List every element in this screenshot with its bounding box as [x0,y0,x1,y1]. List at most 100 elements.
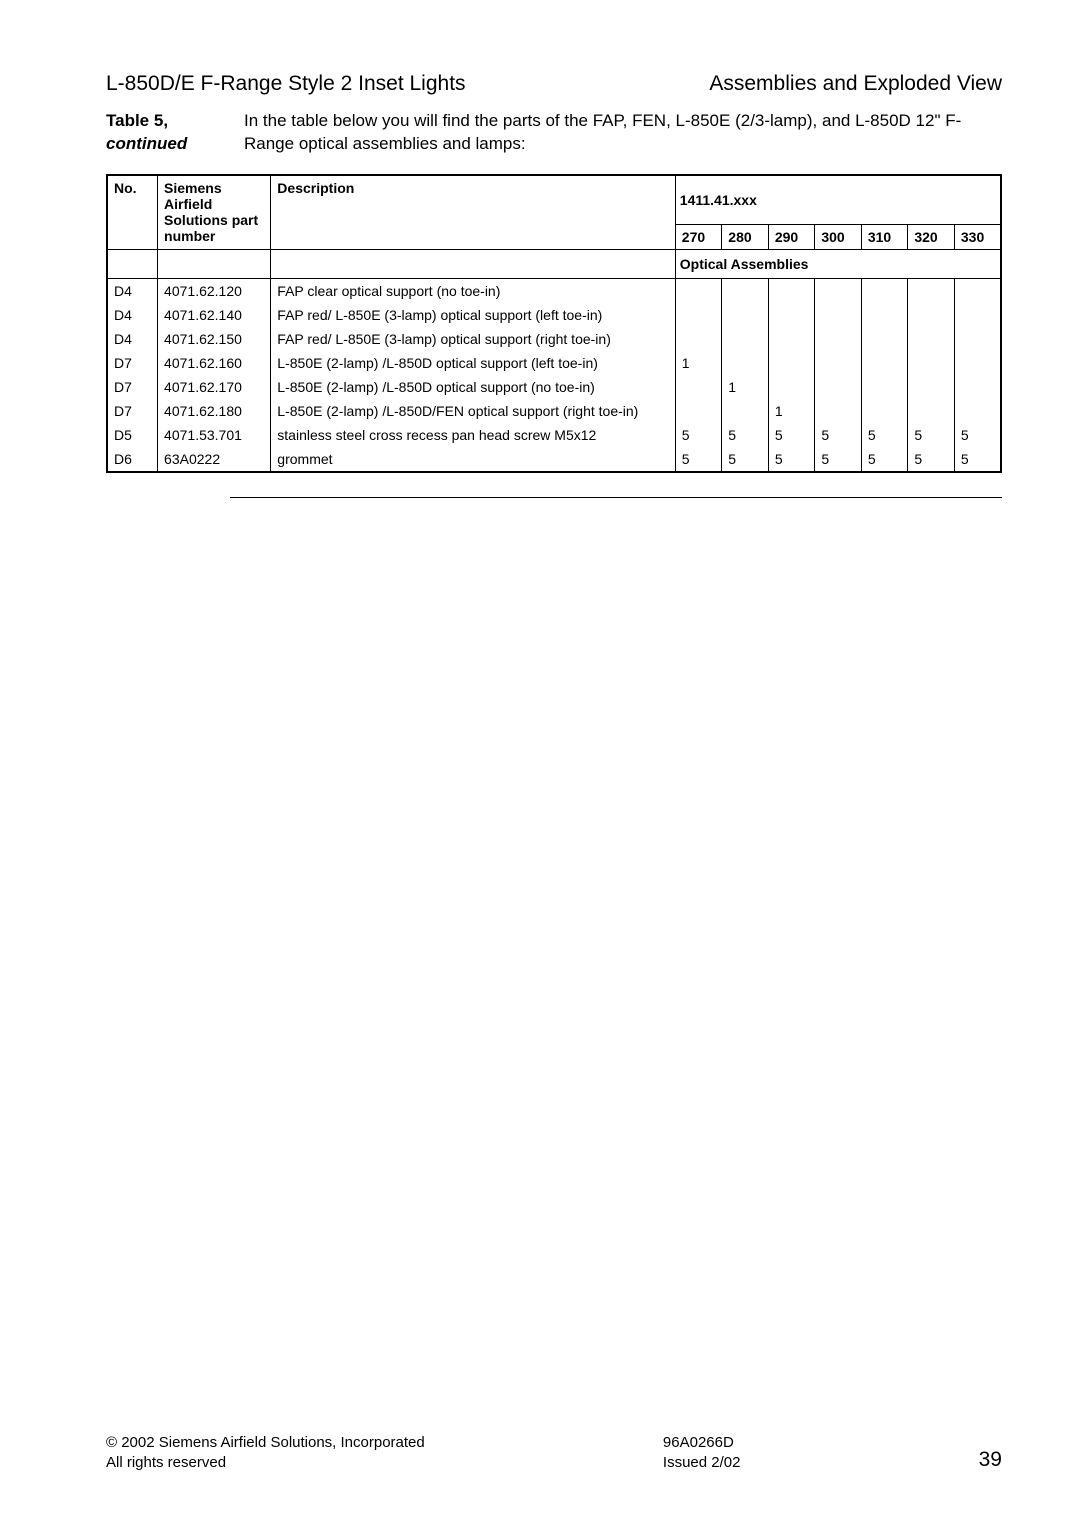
cell-no: D4 [107,303,158,327]
cell-qty [954,399,1001,423]
cell-qty [908,351,955,375]
cell-qty [954,303,1001,327]
cell-qty: 5 [954,447,1001,472]
cell-qty [675,399,722,423]
cell-qty: 1 [722,375,769,399]
cell-part-number: 4071.62.120 [158,278,271,303]
footer-rights: All rights reserved [106,1454,226,1471]
footer-middle: 96A0266D Issued 2/02 [663,1433,741,1472]
cell-qty [768,375,815,399]
cell-qty: 5 [675,423,722,447]
cell-description: FAP clear optical support (no toe-in) [271,278,675,303]
table-label: Table 5, continued [106,110,216,156]
cell-qty [861,327,908,351]
cell-qty [861,351,908,375]
cell-qty: 1 [675,351,722,375]
section-optical-assemblies: Optical Assemblies [675,249,1001,278]
cell-description: stainless steel cross recess pan head sc… [271,423,675,447]
cell-part-number: 4071.62.180 [158,399,271,423]
cell-qty [768,327,815,351]
cell-qty: 5 [722,447,769,472]
col-300: 300 [815,224,862,249]
cell-qty [861,375,908,399]
cell-no: D6 [107,447,158,472]
cell-qty [954,375,1001,399]
cell-description: L-850E (2-lamp) /L-850D optical support … [271,375,675,399]
cell-description: L-850E (2-lamp) /L-850D optical support … [271,351,675,375]
page-footer: © 2002 Siemens Airfield Solutions, Incor… [106,1433,1002,1472]
cell-qty: 5 [675,447,722,472]
table-row: D54071.53.701stainless steel cross reces… [107,423,1001,447]
cell-qty: 5 [768,423,815,447]
col-310: 310 [861,224,908,249]
footer-page-number: 39 [979,1448,1002,1472]
cell-qty [815,327,862,351]
cell-qty [675,327,722,351]
table-intro: Table 5, continued In the table below yo… [106,110,1002,156]
table-number: Table 5, [106,111,168,130]
col-desc-header: Description [271,175,675,250]
cell-no: D7 [107,351,158,375]
cell-qty: 5 [768,447,815,472]
table-row: D663A0222grommet5555555 [107,447,1001,472]
cell-part-number: 4071.62.170 [158,375,271,399]
cell-qty [722,327,769,351]
cell-no: D7 [107,375,158,399]
cell-qty: 5 [954,423,1001,447]
cell-qty [861,399,908,423]
col-no-header: No. [107,175,158,250]
table-row: D74071.62.170L-850E (2-lamp) /L-850D opt… [107,375,1001,399]
table-caption: In the table below you will find the par… [244,110,1002,156]
cell-qty: 5 [861,447,908,472]
cell-qty [722,399,769,423]
cell-no: D4 [107,278,158,303]
parts-table: No. Siemens Airfield Solutions part numb… [106,174,1002,473]
cell-qty [908,375,955,399]
cell-no: D7 [107,399,158,423]
cell-qty [768,278,815,303]
cell-qty: 5 [908,447,955,472]
col-280: 280 [722,224,769,249]
table-row: D44071.62.120FAP clear optical support (… [107,278,1001,303]
cell-qty [815,351,862,375]
cell-qty: 5 [861,423,908,447]
col-270: 270 [675,224,722,249]
cell-qty: 5 [815,423,862,447]
cell-qty [815,278,862,303]
cell-qty [908,278,955,303]
col-320: 320 [908,224,955,249]
footer-copyright: © 2002 Siemens Airfield Solutions, Incor… [106,1434,425,1451]
cell-qty: 5 [815,447,862,472]
cell-qty [815,375,862,399]
table-row: D44071.62.140FAP red/ L-850E (3-lamp) op… [107,303,1001,327]
cell-qty [908,327,955,351]
cell-qty [861,278,908,303]
cell-qty [675,375,722,399]
cell-description: L-850E (2-lamp) /L-850D/FEN optical supp… [271,399,675,423]
table-row: D74071.62.180L-850E (2-lamp) /L-850D/FEN… [107,399,1001,423]
cell-no: D5 [107,423,158,447]
header-left: L-850D/E F-Range Style 2 Inset Lights [106,72,466,96]
col-pn-header: Siemens Airfield Solutions part number [158,175,271,250]
cell-qty [908,303,955,327]
footer-left: © 2002 Siemens Airfield Solutions, Incor… [106,1433,425,1472]
header-right: Assemblies and Exploded View [709,72,1002,96]
col-series-header: 1411.41.xxx [675,175,1001,225]
cell-qty [815,399,862,423]
cell-no: D4 [107,327,158,351]
cell-qty: 5 [722,423,769,447]
footer-docnum: 96A0266D [663,1434,734,1451]
cell-part-number: 63A0222 [158,447,271,472]
table-row: D44071.62.150FAP red/ L-850E (3-lamp) op… [107,327,1001,351]
table-continued: continued [106,134,187,153]
section-divider [230,497,1002,498]
cell-qty: 5 [908,423,955,447]
table-row: D74071.62.160L-850E (2-lamp) /L-850D opt… [107,351,1001,375]
cell-description: FAP red/ L-850E (3-lamp) optical support… [271,303,675,327]
cell-part-number: 4071.62.150 [158,327,271,351]
page-header: L-850D/E F-Range Style 2 Inset Lights As… [106,72,1002,96]
cell-qty [815,303,862,327]
cell-qty [861,303,908,327]
cell-qty [768,303,815,327]
cell-qty [722,303,769,327]
